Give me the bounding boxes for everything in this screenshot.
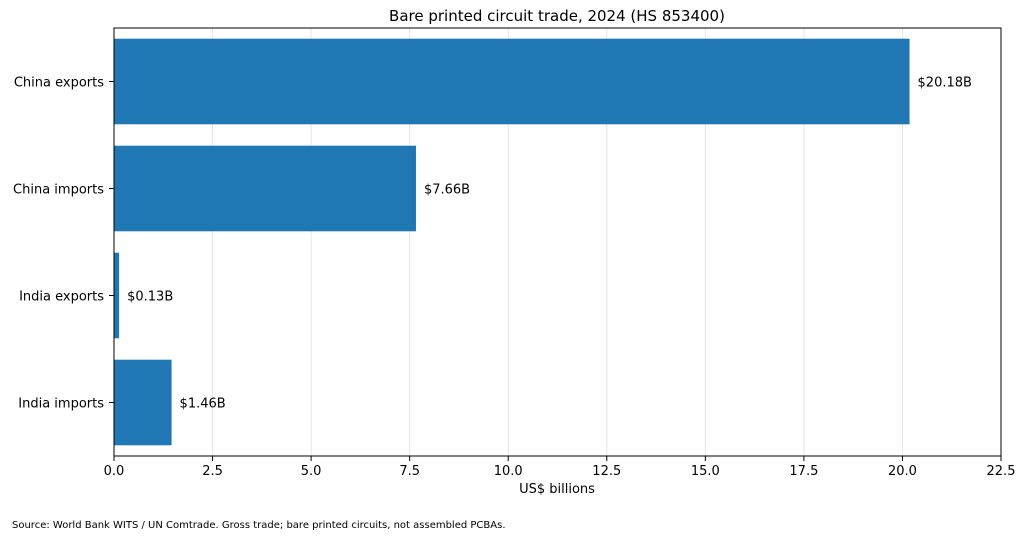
y-axis-ticks: China exports China imports India exports I…: [13, 76, 114, 412]
bar: [114, 145, 416, 232]
x-tick-label: 5.0: [301, 464, 322, 479]
x-tick-label: 12.5: [592, 464, 621, 479]
y-tick-label: India imports: [18, 397, 104, 412]
bar: [114, 38, 910, 125]
data-label: $20.18B: [918, 76, 972, 91]
chart-title: Bare printed circuit trade, 2024 (HS 853…: [389, 7, 725, 25]
y-tick-label: China imports: [13, 183, 104, 198]
bar: [114, 359, 172, 446]
x-tick-label: 22.5: [987, 464, 1016, 479]
data-label: $7.66B: [424, 183, 470, 198]
data-label: $1.46B: [180, 397, 226, 412]
y-tick-label: India exports: [19, 290, 104, 305]
x-tick-label: 17.5: [789, 464, 818, 479]
source-note: Source: World Bank WITS / UN Comtrade. G…: [12, 520, 506, 531]
plot-frame: [113, 27, 1002, 457]
x-tick-label: 20.0: [888, 464, 917, 479]
bars: [114, 38, 910, 446]
x-tick-label: 7.5: [399, 464, 420, 479]
data-label: $0.13B: [127, 290, 173, 305]
x-tick-label: 15.0: [691, 464, 720, 479]
x-axis-label: US$ billions: [519, 482, 595, 497]
data-labels: $20.18B $7.66B $0.13B $1.46B: [127, 76, 972, 412]
y-tick-label: China exports: [14, 76, 104, 91]
bar: [114, 252, 120, 339]
x-tick-label: 0.0: [104, 464, 125, 479]
x-tick-label: 10.0: [494, 464, 523, 479]
x-axis-ticks: 0.0 2.5 5.0 7.5 10.0 12.5 15.0 17.5 20.0 22.5: [104, 456, 1016, 479]
x-tick-label: 2.5: [202, 464, 223, 479]
